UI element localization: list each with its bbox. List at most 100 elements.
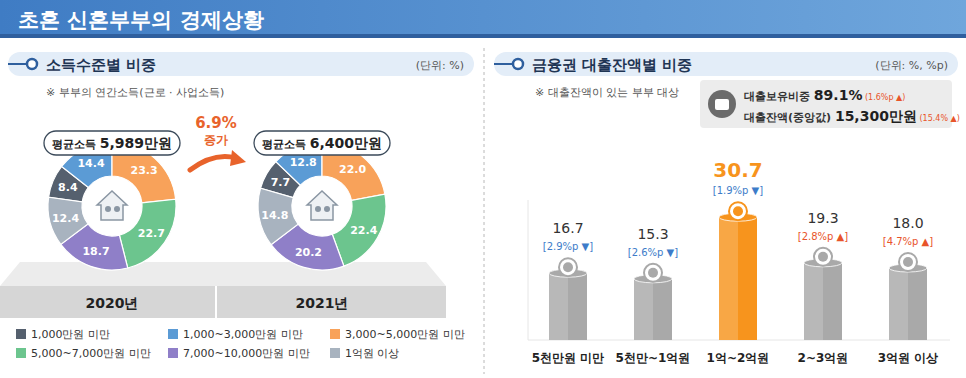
house-person — [114, 206, 120, 212]
donut-slice — [48, 197, 88, 244]
summary-label: 대출보유비중 — [744, 90, 814, 103]
category-label: 5천만~1억원 — [616, 351, 691, 365]
bar — [549, 273, 587, 340]
data-label: 18.0 — [892, 215, 923, 231]
change-label: [1.9%p ▼] — [713, 185, 764, 196]
data-label: 16.7 — [552, 220, 583, 236]
summary-value: 15,300만원 — [835, 108, 917, 124]
average-value: 5,989만원 — [100, 135, 172, 151]
legend-label: 3,000~5,000만원 미만 — [345, 328, 465, 341]
unit: (단위: %) — [416, 59, 464, 72]
donut-hole — [83, 177, 141, 235]
annotation-value: 6.9% — [195, 114, 237, 132]
summary-row: 대출보유비중 89.1% (1.6%p ▲) — [744, 87, 905, 103]
category-label: 2~3억원 — [798, 351, 849, 365]
panel-title: 소득수준별 비중 — [46, 56, 156, 74]
coin-icon-inner — [563, 262, 573, 272]
unit: (단위: %, %p) — [875, 59, 948, 72]
legend-swatch — [168, 348, 178, 358]
separator — [484, 48, 485, 374]
annotation-text: 증가 — [204, 133, 228, 147]
average-title: 평균소득 — [52, 138, 100, 151]
donut — [48, 142, 176, 270]
house-person — [105, 206, 111, 212]
change-label: [2.8%p ▲] — [798, 231, 849, 242]
legend-label: 5,000~7,000만원 미만 — [31, 347, 151, 360]
data-label: 19.3 — [807, 210, 838, 226]
bar-shade — [719, 217, 738, 340]
panel-title: 금융권 대출잔액별 비중 — [532, 56, 692, 74]
legend-swatch — [16, 329, 26, 339]
value-axis — [528, 200, 529, 340]
data-label: 18.7 — [82, 245, 109, 258]
legend-label: 1,000만원 미만 — [31, 328, 110, 341]
panel-header-dot — [27, 59, 37, 69]
data-label: 12.8 — [290, 156, 317, 169]
average-pill — [254, 131, 390, 155]
coin-icon — [559, 258, 577, 276]
bar — [719, 217, 757, 340]
house-icon — [97, 191, 127, 220]
data-label: 14.8 — [261, 209, 288, 222]
bar-shade — [634, 279, 653, 340]
bar-shade — [549, 273, 568, 340]
average-value: 6,400만원 — [310, 135, 382, 151]
data-label: 23.3 — [131, 164, 158, 177]
bar — [889, 268, 927, 340]
platform-divider — [215, 286, 217, 318]
data-label: 22.0 — [339, 163, 366, 176]
subtitle: ※ 부부의 연간소득(근로 · 사업소득) — [46, 86, 224, 99]
year-label: 2021년 — [296, 295, 349, 311]
coin-icon-inner — [818, 252, 828, 262]
average-title: 평균소득 — [262, 138, 310, 151]
summary-box — [700, 80, 952, 128]
platform-top — [0, 262, 446, 286]
panel-header-bg — [8, 52, 474, 76]
panel-header-bg — [494, 52, 958, 76]
title-banner — [0, 0, 966, 38]
annotation-arrow — [190, 157, 236, 171]
bar-shade — [889, 268, 908, 340]
summary-value: 89.1% — [814, 87, 863, 103]
summary-change: (1.6%p ▲) — [862, 93, 905, 102]
summary-label: 대출잔액(중앙값) — [744, 111, 835, 124]
donut-hole — [293, 177, 351, 235]
summary-icon-detail — [715, 99, 729, 110]
bar — [804, 263, 842, 340]
subtitle: ※ 대출잔액이 있는 부부 대상 — [535, 86, 679, 99]
coin-icon-inner — [648, 268, 658, 278]
house-person — [324, 206, 330, 212]
data-label: 22.7 — [138, 227, 165, 240]
data-label: 20.2 — [295, 246, 322, 259]
average-label: 평균소득 6,400만원 — [262, 135, 382, 151]
category-label: 1억~2억원 — [707, 351, 770, 365]
legend-label: 1억원 이상 — [345, 347, 400, 360]
year-label: 2020년 — [86, 295, 139, 311]
category-label: 3억원 이상 — [878, 351, 939, 365]
coin-icon — [644, 264, 662, 282]
data-label: 14.4 — [77, 157, 104, 170]
average-pill — [44, 131, 180, 155]
house-person — [315, 206, 321, 212]
bars — [549, 213, 927, 340]
summary-change: (15.4% ▲) — [917, 114, 960, 123]
data-label: 30.7 — [713, 158, 762, 182]
donut — [258, 142, 386, 270]
coin-icon — [899, 253, 917, 271]
title-banner-stripe — [0, 34, 966, 38]
data-label: 8.4 — [58, 181, 78, 194]
title: 초혼 신혼부부의 경제상황 — [18, 8, 264, 32]
bar-shade — [804, 263, 823, 340]
panel-header-dot — [513, 59, 523, 69]
change-label: [2.9%p ▼] — [543, 241, 594, 252]
change-label: [2.6%p ▼] — [628, 247, 679, 258]
legend-swatch — [168, 329, 178, 339]
platform-front — [0, 286, 446, 318]
summary-icon — [708, 90, 736, 118]
average-label: 평균소득 5,989만원 — [52, 135, 172, 151]
legend-swatch — [330, 348, 340, 358]
coin-icon-inner — [733, 206, 743, 216]
legend-swatch — [330, 329, 340, 339]
coin-icon — [814, 248, 832, 266]
donut-slice — [258, 188, 298, 244]
